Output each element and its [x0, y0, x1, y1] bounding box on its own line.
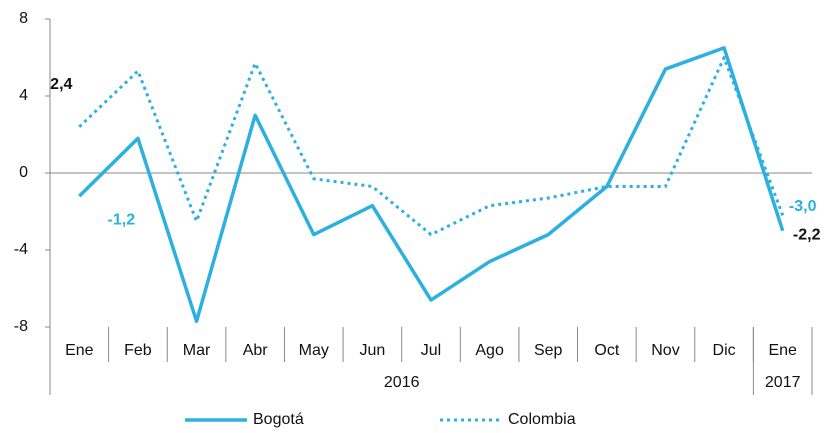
group-label: 2016: [384, 374, 420, 391]
value-label: 2,4: [50, 76, 72, 93]
value-label: -3,0: [789, 198, 817, 215]
value-label: -2,2: [793, 227, 821, 244]
y-tick-label: 4: [19, 87, 28, 104]
y-tick-label: 8: [19, 10, 28, 27]
x-tick-label: Dic: [713, 342, 736, 359]
x-tick-label: Mar: [183, 342, 211, 359]
series-line: [78, 46, 785, 323]
y-tick-label: 0: [19, 164, 28, 181]
x-tick-label: Nov: [651, 342, 679, 359]
x-tick-label: Feb: [124, 342, 152, 359]
x-tick-label: Jun: [359, 342, 385, 359]
x-tick-label: Sep: [534, 342, 563, 359]
y-tick-label: -4: [14, 241, 28, 258]
legend-label: Colombia: [508, 411, 576, 428]
value-label: -1,2: [108, 211, 136, 228]
group-label: 2017: [765, 374, 801, 391]
x-tick-label: Ene: [768, 342, 797, 359]
x-tick-label: Jul: [421, 342, 441, 359]
legend-label: Bogotá: [253, 411, 304, 428]
series-line: [78, 56, 785, 237]
x-tick-label: May: [299, 342, 329, 359]
x-tick-label: Abr: [243, 342, 269, 359]
x-tick-label: Ago: [475, 342, 504, 359]
x-tick-label: Ene: [65, 342, 94, 359]
x-tick-label: Oct: [594, 342, 619, 359]
y-tick-label: -8: [14, 318, 28, 335]
